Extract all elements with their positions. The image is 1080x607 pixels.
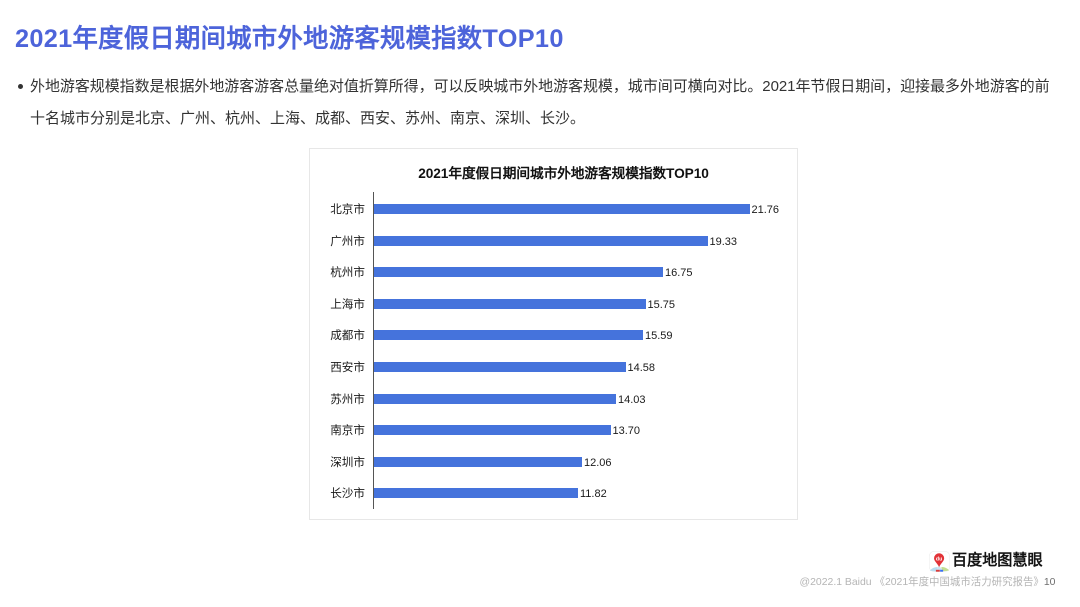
svg-text:du: du (936, 556, 942, 562)
